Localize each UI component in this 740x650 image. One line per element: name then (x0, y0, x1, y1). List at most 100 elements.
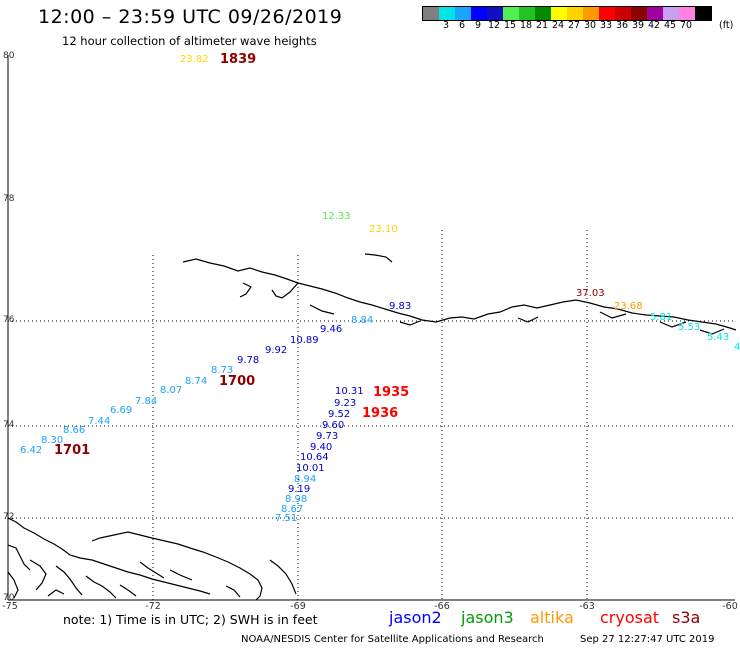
wave-height-label: 4 (734, 342, 740, 353)
wave-height-label: 10.64 (300, 452, 329, 463)
satellite-legend-jason2: jason2 (389, 608, 442, 627)
wave-height-label: 6.69 (110, 405, 133, 416)
wave-height-label: 8.94 (294, 474, 317, 485)
legend-swatch-label: 3 (442, 20, 450, 31)
lon-label: -72 (145, 601, 161, 612)
legend-swatch (647, 7, 663, 20)
wave-height-label: 9.40 (310, 442, 333, 453)
wave-height-label: 10.89 (290, 335, 319, 346)
coastline-north (182, 253, 737, 335)
generated-timestamp: Sep 27 12:27:47 UTC 2019 (580, 634, 715, 645)
pass-time-label: 1701 (54, 443, 91, 458)
wave-height-label: 9.83 (389, 301, 412, 312)
lat-label: 78 (3, 194, 15, 204)
lon-label: -63 (579, 601, 595, 612)
wave-height-label: 8.07 (160, 385, 183, 396)
wave-height-label: 5.53 (678, 322, 701, 333)
legend-swatch-label: 39 (631, 20, 645, 31)
satellite-legend-jason3: jason3 (461, 608, 514, 627)
page-title: 12:00 – 23:59 UTC 09/26/2019 (38, 6, 343, 28)
legend-swatch (583, 7, 599, 20)
legend-swatch (567, 7, 583, 20)
legend-unit: (ft) (719, 20, 734, 31)
lon-label: -60 (722, 601, 738, 612)
wave-height-label: 7.51 (275, 513, 298, 524)
legend-swatch (423, 7, 439, 20)
pass-time-label: 1936 (362, 406, 399, 421)
wave-height-label: 23.68 (614, 301, 643, 312)
legend-swatch-label: 30 (583, 20, 597, 31)
legend-swatch-label: 45 (663, 20, 677, 31)
wave-height-label: 37.03 (576, 288, 605, 299)
legend-swatch-label: 24 (551, 20, 565, 31)
pass-time-label: 1935 (373, 385, 410, 400)
legend-swatch-label: 33 (599, 20, 613, 31)
color-legend-labels: 3 6 9 12 15 18 21 24 27 30 33 36 39 42 45 70 (422, 20, 740, 34)
wave-height-label: 8.74 (185, 376, 208, 387)
color-legend-bar (422, 6, 712, 21)
wave-height-label: 7.84 (135, 396, 158, 407)
wave-height-label: 8.30 (41, 435, 64, 446)
page-subtitle: 12 hour collection of altimeter wave hei… (62, 34, 317, 48)
wave-height-label: 8.66 (63, 425, 86, 436)
legend-swatch (439, 7, 455, 20)
wave-height-label: 9.23 (334, 398, 357, 409)
legend-swatch-label: 18 (519, 20, 533, 31)
wave-height-label: 10.01 (296, 463, 325, 474)
wave-height-label: 9.19 (288, 484, 311, 495)
legend-swatch (503, 7, 519, 20)
lon-label: -66 (434, 601, 450, 612)
legend-swatch-label: 6 (458, 20, 466, 31)
legend-swatch (695, 7, 711, 20)
legend-swatch (599, 7, 615, 20)
lat-label: 72 (3, 512, 15, 522)
satellite-legend-cryosat: cryosat (600, 608, 660, 627)
legend-swatch (615, 7, 631, 20)
wave-height-label: 6.42 (20, 445, 43, 456)
lat-label: 80 (3, 51, 15, 61)
wave-height-label: 23.10 (369, 224, 398, 235)
satellite-legend-s3a: s3a (672, 608, 701, 627)
wave-height-label: 7.44 (88, 416, 111, 427)
legend-swatch (487, 7, 503, 20)
legend-swatch (519, 7, 535, 20)
pass-time-label: 1839 (220, 52, 257, 67)
coastline-south (7, 517, 297, 601)
wave-height-label: 12.33 (322, 211, 351, 222)
wave-height-label: 5.43 (707, 332, 730, 343)
legend-swatch (679, 7, 695, 20)
legend-swatch-label: 36 (615, 20, 629, 31)
wave-height-label: 9.92 (265, 345, 288, 356)
wave-height-label: 9.46 (320, 324, 343, 335)
legend-swatch-label: 15 (503, 20, 517, 31)
legend-swatch-label: 70 (679, 20, 693, 31)
legend-swatch (631, 7, 647, 20)
lat-label: 70 (3, 593, 15, 603)
legend-swatch (471, 7, 487, 20)
legend-swatch-label: 21 (535, 20, 549, 31)
wave-height-label: 9.73 (316, 431, 339, 442)
credit-text: NOAA/NESDIS Center for Satellite Applica… (241, 634, 544, 645)
legend-swatch (663, 7, 679, 20)
pass-time-label: 1700 (219, 374, 256, 389)
wave-height-label: 5.81 (650, 312, 673, 323)
wave-height-label: 10.31 (335, 386, 364, 397)
legend-swatch-label: 12 (487, 20, 501, 31)
lon-label: -75 (2, 601, 18, 612)
lon-label: -69 (290, 601, 306, 612)
legend-swatch-label: 42 (647, 20, 661, 31)
legend-swatch (551, 7, 567, 20)
wave-height-label: 9.78 (237, 355, 260, 366)
wave-height-label: 8.84 (351, 315, 374, 326)
units-note: note: 1) Time is in UTC; 2) SWH is in fe… (63, 612, 318, 627)
graticule (8, 230, 735, 600)
wave-height-label: 23.82 (180, 54, 209, 65)
satellite-legend-altika: altika (530, 608, 574, 627)
legend-swatch-label: 27 (567, 20, 581, 31)
wave-height-label: 8.73 (211, 365, 234, 376)
wave-height-label: 8.98 (285, 494, 308, 505)
wave-height-label: 9.60 (322, 420, 345, 431)
legend-swatch-label: 9 (474, 20, 482, 31)
lat-label: 76 (3, 315, 15, 325)
legend-swatch (455, 7, 471, 20)
